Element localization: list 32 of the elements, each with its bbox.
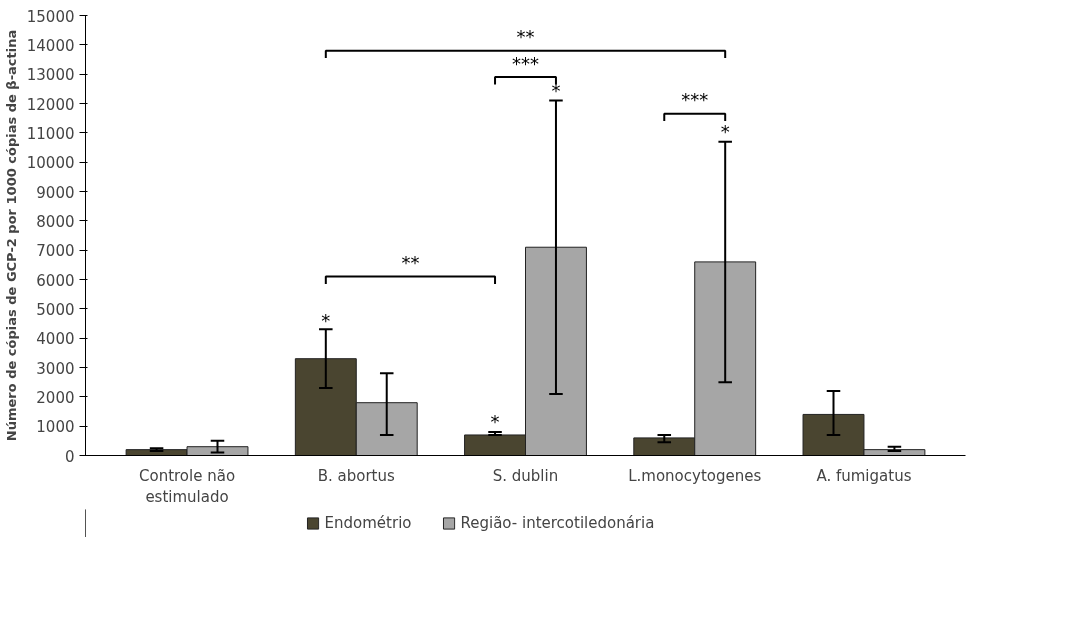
y-tick-label: 15000 (26, 7, 75, 26)
y-tick-label: 5000 (36, 300, 75, 319)
annotation: ** (401, 252, 420, 274)
x-tick-label: L.monocytogenes (628, 466, 762, 485)
y-tick-label: 6000 (36, 271, 75, 290)
legend-label: Endométrio (324, 514, 412, 532)
legend-label: Região- intercotiledonária (460, 514, 655, 532)
x-tick-label: B. abortus (317, 466, 395, 485)
y-tick-label: 1000 (36, 418, 75, 437)
x-tick-label: Controle não estimulado (138, 466, 236, 507)
y-tick-label: 7000 (36, 242, 75, 261)
annotation: * (321, 310, 331, 332)
y-tick-label: 14000 (26, 36, 75, 55)
annotation: * (720, 120, 730, 142)
y-tick-label: 10000 (26, 154, 75, 173)
annotation: ** (516, 26, 535, 48)
annotation: *** (512, 52, 539, 74)
annotation: *** (681, 89, 709, 111)
y-tick-label: 9000 (36, 183, 75, 202)
x-tick-label: S. dublin (492, 466, 559, 485)
y-axis-title: Número de cópias de GCP-2 por 1000 cópias de β-actina (3, 29, 19, 442)
y-tick-label: 8000 (36, 212, 75, 231)
y-tick-label: 0 (64, 447, 75, 466)
y-tick-label: 3000 (36, 359, 75, 378)
x-tick-label: A. fumigatus (816, 466, 912, 485)
y-tick-label: 11000 (26, 124, 75, 143)
y-tick-label: 2000 (36, 388, 75, 407)
y-tick-label: 12000 (26, 95, 75, 114)
y-tick-label: 4000 (36, 330, 75, 349)
annotation: * (551, 79, 561, 101)
y-tick-label: 13000 (26, 66, 75, 85)
annotation: * (490, 411, 500, 433)
